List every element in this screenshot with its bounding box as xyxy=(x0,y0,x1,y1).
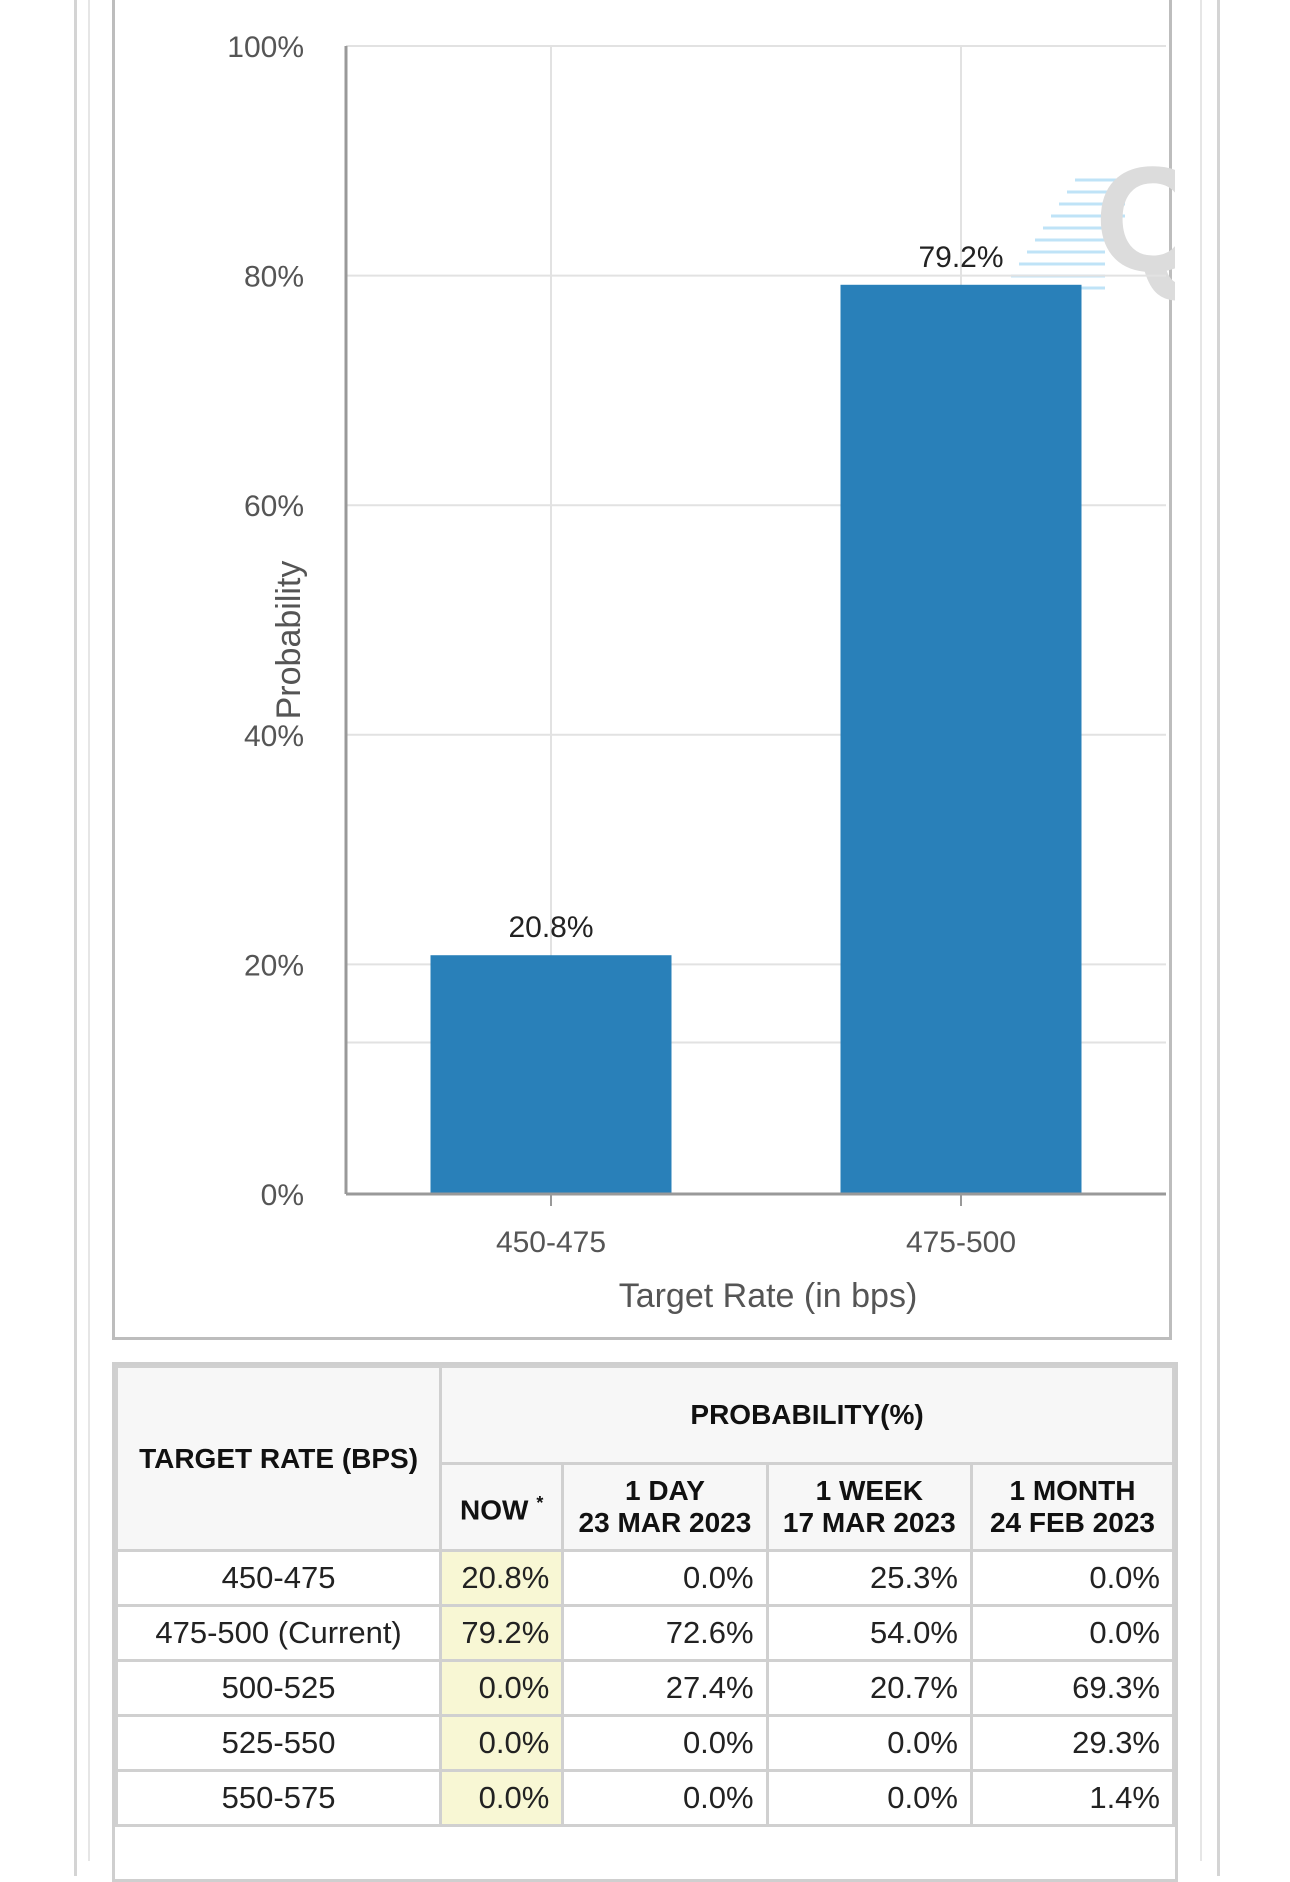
column-header-1-month-label: 1 MONTH xyxy=(1009,1475,1136,1506)
probability-bar-chart: Q 0% 20% 40% 60% 80% 100% 20.8% 450-475 79.2% 475… xyxy=(227,31,1175,1315)
one-month-cell: 69.3% xyxy=(969,1659,1175,1717)
bar-value-label: 79.2% xyxy=(918,241,1003,274)
column-header-1-day: 1 DAY 23 MAR 2023 xyxy=(561,1462,769,1552)
column-header-1-month: 1 MONTH 24 FEB 2023 xyxy=(969,1462,1175,1552)
column-header-now-label: NOW xyxy=(459,1494,529,1526)
one-month-cell: 0.0% xyxy=(969,1549,1175,1607)
column-header-1-week-label: 1 WEEK xyxy=(815,1475,923,1506)
x-axis-title: Target Rate (in bps) xyxy=(619,1277,918,1315)
column-header-1-week-date: 17 MAR 2023 xyxy=(782,1507,956,1538)
rate-cell: 550-575 xyxy=(115,1769,443,1827)
probability-table: TARGET RATE (BPS) PROBABILITY(%) NOW * 1 … xyxy=(115,1365,1175,1827)
now-cell: 0.0% xyxy=(439,1714,565,1772)
rate-cell: 450-475 xyxy=(115,1549,443,1607)
one-day-cell: 0.0% xyxy=(561,1769,769,1827)
quikstrike-watermark-logo: Q xyxy=(1003,135,1175,303)
target-rate-header: TARGET RATE (BPS) xyxy=(115,1365,443,1552)
chart-axes xyxy=(344,46,1166,1206)
column-header-1-day-label: 1 DAY xyxy=(624,1475,705,1506)
x-tick-label: 450-475 xyxy=(496,1226,606,1259)
now-cell: 0.0% xyxy=(439,1659,565,1717)
one-month-cell: 29.3% xyxy=(969,1714,1175,1772)
one-month-cell: 0.0% xyxy=(969,1604,1175,1662)
one-week-cell: 25.3% xyxy=(765,1549,973,1607)
bar-value-label: 20.8% xyxy=(508,911,593,944)
one-week-cell: 0.0% xyxy=(765,1714,973,1772)
chart-panel: Q 0% 20% 40% 60% 80% 100% 20.8% 450-475 79.2% 475… xyxy=(112,0,1175,1340)
chart-bars xyxy=(430,284,1082,1194)
table-row: 525-550 0.0% 0.0% 0.0% 29.3% xyxy=(115,1714,1175,1772)
one-week-cell: 20.7% xyxy=(765,1659,973,1717)
now-cell: 20.8% xyxy=(439,1549,565,1607)
column-header-1-week: 1 WEEK 17 MAR 2023 xyxy=(765,1462,973,1552)
one-month-cell: 1.4% xyxy=(969,1769,1175,1827)
frame-inner-line-right xyxy=(1200,0,1202,1861)
rate-cell: 525-550 xyxy=(115,1714,443,1772)
rate-cell: 475-500 (Current) xyxy=(115,1604,443,1662)
chart-labels: 0% 20% 40% 60% 80% 100% 20.8% 450-475 79.2% 475-5… xyxy=(227,31,1016,1315)
table-row: 475-500 (Current) 79.2% 72.6% 54.0% 0.0% xyxy=(115,1604,1175,1662)
frame-inner-line-left xyxy=(88,0,90,1861)
rate-cell: 500-525 xyxy=(115,1659,443,1717)
column-header-1-month-date: 24 FEB 2023 xyxy=(989,1507,1155,1538)
column-header-now: NOW * xyxy=(439,1462,565,1552)
y-tick-label: 100% xyxy=(227,31,304,64)
y-tick-label: 80% xyxy=(244,261,304,294)
bar-450-475 xyxy=(430,955,672,1194)
one-day-cell: 0.0% xyxy=(561,1549,769,1607)
one-day-cell: 27.4% xyxy=(561,1659,769,1717)
column-header-1-day-date: 23 MAR 2023 xyxy=(578,1507,752,1538)
y-tick-label: 40% xyxy=(244,720,304,753)
now-footnote-marker: * xyxy=(536,1493,544,1514)
y-axis-title: Probability xyxy=(270,561,308,720)
watermark-q-glyph: Q xyxy=(1095,135,1175,303)
probability-header: PROBABILITY(%) xyxy=(439,1365,1175,1465)
y-tick-label: 20% xyxy=(244,949,304,982)
table-row: 550-575 0.0% 0.0% 0.0% 1.4% xyxy=(115,1769,1175,1827)
bar-475-500 xyxy=(840,284,1082,1194)
now-cell: 0.0% xyxy=(439,1769,565,1827)
probability-table-container: TARGET RATE (BPS) PROBABILITY(%) NOW * 1 … xyxy=(112,1362,1178,1882)
x-tick-label: 475-500 xyxy=(906,1226,1016,1259)
table-row: 500-525 0.0% 27.4% 20.7% 69.3% xyxy=(115,1659,1175,1717)
y-tick-label: 0% xyxy=(261,1179,304,1212)
now-cell: 79.2% xyxy=(439,1604,565,1662)
page-frame xyxy=(74,0,1220,1876)
table-row: 450-475 20.8% 0.0% 25.3% 0.0% xyxy=(115,1549,1175,1607)
one-week-cell: 54.0% xyxy=(765,1604,973,1662)
y-tick-label: 60% xyxy=(244,490,304,523)
one-day-cell: 72.6% xyxy=(561,1604,769,1662)
one-week-cell: 0.0% xyxy=(765,1769,973,1827)
one-day-cell: 0.0% xyxy=(561,1714,769,1772)
